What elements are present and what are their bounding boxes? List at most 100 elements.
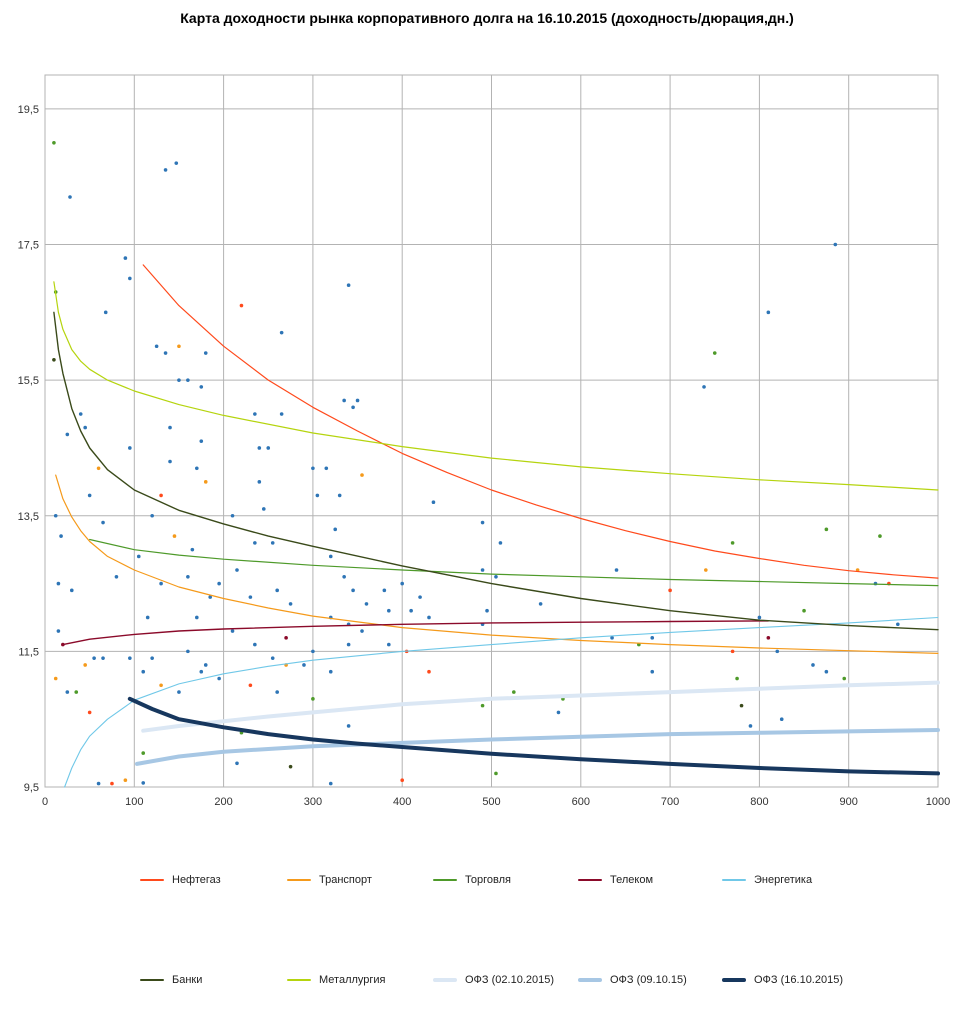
scatter-point	[288, 602, 293, 606]
scatter-point	[235, 568, 239, 572]
scatter-point	[65, 432, 70, 437]
scatter-point	[103, 310, 108, 315]
scatter-point	[141, 669, 146, 674]
scatter-point	[494, 771, 498, 776]
scatter-point	[96, 466, 101, 471]
scatter-point	[65, 690, 70, 694]
scatter-point	[174, 161, 179, 165]
scatter-point	[53, 513, 58, 518]
scatter-point	[346, 642, 351, 647]
scatter-point	[824, 669, 829, 674]
series-line	[53, 281, 939, 491]
scatter-point	[337, 493, 342, 498]
scatter-point	[610, 636, 614, 640]
scatter-point	[288, 764, 293, 769]
scatter-point	[757, 615, 762, 620]
legend-swatch	[287, 979, 311, 981]
scatter-point	[56, 581, 61, 586]
legend-item: ОФЗ (09.10.15)	[578, 970, 687, 990]
chart-title: Карта доходности рынка корпоративного до…	[180, 10, 794, 26]
scatter-point	[712, 351, 717, 355]
scatter-point	[253, 412, 257, 416]
scatter-point	[730, 649, 735, 654]
y-tick-label: 11,5	[18, 646, 39, 658]
legend-item: Металлургия	[287, 970, 386, 990]
scatter-point	[614, 568, 619, 572]
scatter-point	[650, 636, 655, 640]
scatter-point	[163, 168, 168, 172]
scatter-point	[279, 412, 284, 416]
scatter-point	[824, 527, 829, 532]
scatter-point	[186, 649, 190, 654]
x-tick-label: 100	[125, 796, 143, 808]
scatter-point	[253, 642, 257, 647]
legend-item: Транспорт	[287, 870, 372, 890]
scatter-point	[266, 446, 271, 450]
scatter-point	[208, 595, 213, 599]
y-tick-label: 17,5	[18, 240, 39, 252]
legend-label: Металлургия	[319, 974, 386, 986]
scatter-point	[279, 330, 284, 335]
scatter-point	[253, 541, 257, 545]
legend-label: Торговля	[465, 874, 511, 886]
scatter-point	[748, 724, 753, 728]
scatter-point	[190, 547, 195, 552]
scatter-point	[110, 781, 114, 786]
scatter-point	[199, 669, 204, 674]
scatter-point	[324, 466, 329, 471]
scatter-point	[69, 588, 74, 593]
scatter-point	[735, 676, 739, 681]
scatter-point	[400, 581, 405, 586]
scatter-point	[141, 751, 146, 755]
scatter-point	[87, 710, 92, 715]
scatter-point	[480, 520, 485, 525]
scatter-point	[730, 541, 735, 545]
scatter-point	[83, 425, 87, 430]
scatter-point	[145, 615, 150, 620]
scatter-point	[52, 141, 56, 145]
legend-label: ОФЗ (09.10.15)	[610, 974, 687, 986]
scatter-point	[387, 642, 391, 647]
y-tick-label: 15,5	[18, 375, 39, 387]
scatter-point	[217, 581, 221, 586]
legend-swatch	[140, 979, 164, 981]
scatter-point	[52, 358, 56, 362]
scatter-point	[739, 703, 744, 708]
scatter-point	[235, 761, 239, 766]
scatter-point	[168, 459, 172, 464]
scatter-point	[195, 466, 199, 471]
scatter-point	[128, 656, 132, 660]
tick-labels: 0 100 200 300 400 500 600 700 800 900 1000 9,5 11,5 1…	[18, 104, 951, 808]
scatter-point	[239, 303, 244, 308]
scatter-point	[150, 513, 154, 518]
scatter-point	[195, 615, 199, 620]
scatter-point	[355, 398, 360, 403]
scatter-point	[87, 493, 92, 498]
scatter-point	[556, 710, 561, 715]
scatter-point	[802, 608, 806, 613]
scatter-point	[311, 649, 315, 654]
scatter-point	[512, 690, 516, 694]
scatter-point	[302, 663, 306, 667]
scatter-point	[315, 493, 320, 498]
legend-swatch	[433, 879, 457, 881]
y-tick-label: 19,5	[18, 104, 39, 116]
scatter-point	[328, 781, 333, 786]
scatter-point	[538, 602, 543, 606]
scatter-point	[351, 588, 355, 593]
x-tick-label: 300	[304, 796, 322, 808]
scatter-point	[311, 697, 315, 701]
x-tick-label: 700	[661, 796, 679, 808]
scatter-point	[346, 724, 351, 728]
scatter-point	[56, 629, 61, 633]
y-tick-label: 9,5	[24, 782, 39, 794]
scatter-point	[704, 568, 708, 572]
legend-row-2: Банки Металлургия ОФЗ (02.10.2015) ОФЗ (09.…	[0, 970, 974, 990]
scatter-point	[346, 283, 351, 288]
x-tick-label: 200	[214, 796, 232, 808]
legend-item: Банки	[140, 970, 202, 990]
scatter-point	[172, 534, 177, 538]
x-tick-label: 1000	[926, 796, 950, 808]
scatter-point	[101, 656, 105, 660]
scatter-point	[270, 656, 275, 660]
